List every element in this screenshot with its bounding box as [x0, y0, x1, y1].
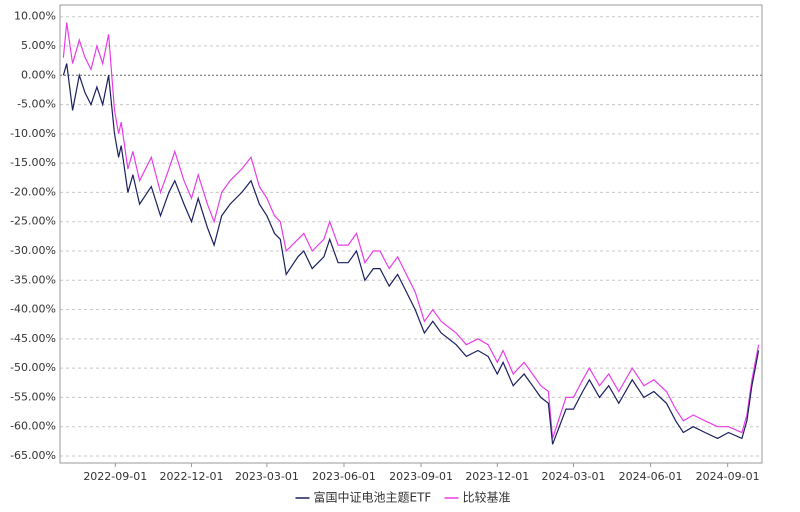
plot-frame — [59, 4, 763, 464]
x-tick-label: 2023-12-01 — [465, 470, 529, 483]
x-tick-label: 2024-03-01 — [542, 470, 606, 483]
x-tick-label: 2022-09-01 — [83, 470, 147, 483]
y-tick-label: 5.00% — [21, 39, 56, 52]
y-tick-label: -30.00% — [10, 244, 56, 257]
y-tick-label: -5.00% — [17, 98, 56, 111]
series-line — [62, 22, 760, 439]
y-tick-label: 10.00% — [14, 10, 56, 23]
x-tick-label: 2023-06-01 — [312, 470, 376, 483]
y-tick-label: -10.00% — [10, 127, 56, 140]
y-tick-label: -60.00% — [10, 420, 56, 433]
y-tick-label: -50.00% — [10, 361, 56, 374]
series-line — [62, 63, 760, 445]
y-tick-label: -15.00% — [10, 156, 56, 169]
y-tick-label: -35.00% — [10, 273, 56, 286]
x-tick-label: 2024-06-01 — [619, 470, 683, 483]
x-tick-label: 2022-12-01 — [160, 470, 224, 483]
x-tick-label: 2024-09-01 — [696, 470, 760, 483]
y-tick-label: -55.00% — [10, 390, 56, 403]
y-tick-label: -20.00% — [10, 185, 56, 198]
legend-label: 比较基准 — [463, 490, 511, 505]
y-tick-label: 0.00% — [21, 68, 56, 81]
y-tick-label: -45.00% — [10, 332, 56, 345]
y-tick-label: -65.00% — [10, 449, 56, 462]
x-tick-label: 2023-09-01 — [389, 470, 453, 483]
y-tick-label: -25.00% — [10, 215, 56, 228]
x-tick-label: 2023-03-01 — [235, 470, 299, 483]
y-tick-label: -40.00% — [10, 303, 56, 316]
legend-label: 富国中证电池主题ETF — [314, 490, 432, 505]
